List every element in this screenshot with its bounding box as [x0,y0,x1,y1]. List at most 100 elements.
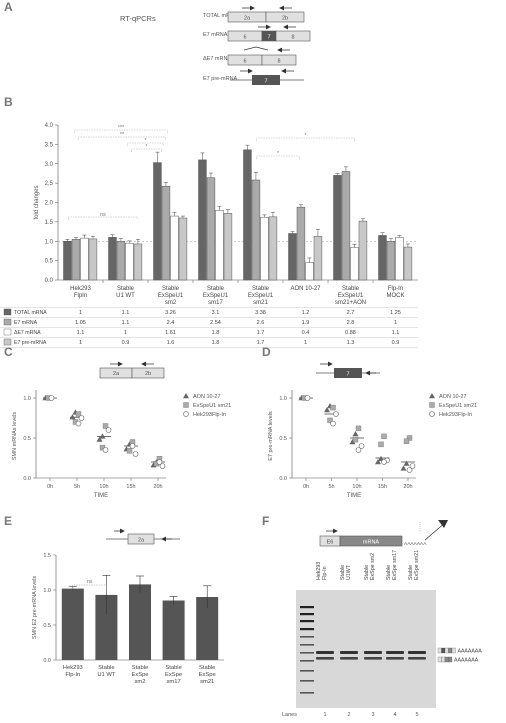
data-point [355,425,362,432]
significance-bracket [127,142,164,146]
table-cell: 1.7 [257,340,265,346]
bar [288,233,297,281]
y-tick-label: 1.5 [43,553,51,559]
data-point [406,435,413,441]
ladder-band [300,692,314,694]
table-cell: 1.8 [212,340,220,346]
bar [153,162,162,281]
exon-label: E6 [327,540,334,546]
data-point [102,423,109,429]
band-diagram-segment [437,647,442,654]
significance-label: * [145,144,148,150]
ladder-band [300,628,314,631]
data-point [304,395,311,401]
polya-tail: AAAAAAA [404,541,427,547]
bar [403,246,413,281]
category-label: ExSpe [165,672,182,678]
legend-marker [429,402,435,408]
table-cell: 0.9 [122,340,130,346]
lane-number: 2 [347,712,350,718]
bar [215,210,224,281]
data-point [105,427,112,433]
significance-label: ns [100,212,106,218]
x-tick-label: 15h [126,484,135,490]
data-point [129,443,136,449]
bar [161,185,171,281]
lane-header: ExSpe sm2 [370,553,376,580]
e7-mrna-exons: 6 7 8 [227,24,311,42]
ladder-band [300,606,314,609]
table-cell: 1.2 [302,310,310,316]
bar [88,238,98,281]
bar [296,206,306,281]
exon-label: 2a [113,371,120,377]
bar [378,235,387,281]
lower-band [364,657,382,660]
forward-primer-icon [320,361,333,367]
band-diagram-segment [444,647,449,654]
data-point [333,411,339,417]
category-label: Stable [342,286,360,292]
category-label: ExSpeU1 [158,293,184,299]
y-tick-label: 0.5 [45,259,54,265]
legend-marker [429,393,435,399]
bar [268,216,278,281]
data-point [99,433,106,439]
legend-marker [183,411,189,417]
lower-band [386,657,404,660]
panel-letter-b: B [4,95,13,109]
data-point [375,459,381,465]
category-label: sm2 [135,679,146,685]
lane-header: Stable [386,565,392,580]
bar [243,149,252,281]
gel-background [296,590,436,708]
band-diagram-segment [441,656,446,663]
category-label: sm17 [208,300,223,306]
legend-label: E7 mRNA [14,320,38,326]
category-label: Stable [117,286,135,292]
y-tick-label: 1.0 [45,239,54,245]
legend-swatch [3,318,12,326]
data-point [406,467,413,473]
data-point [330,420,336,427]
significance-bracket [74,129,168,133]
table-cell: 1.25 [390,310,401,316]
data-point [403,460,410,466]
table-cell: 2.7 [347,310,355,316]
table-cell: 0.4 [302,330,310,336]
table-cell: 1 [304,340,307,346]
table-cell: 3.26 [165,310,176,316]
ladder-band [300,670,314,672]
bar [223,213,233,281]
forward-primer-icon [242,5,255,11]
lane-header: Hek293 [316,562,322,580]
e7-pre-mrna-exons: 7 [230,68,304,85]
bar [395,237,404,281]
exon-6: 6 [243,59,246,65]
data-point [378,441,384,448]
x-tick-label: 10h [99,484,108,490]
data-point [159,463,166,469]
exon-label: 2a [138,538,145,544]
bar [71,239,81,281]
ladder-band [300,636,314,638]
bar [170,215,179,281]
category-label: sm2 [165,300,177,306]
x-axis-label: TIME [94,493,108,499]
y-tick-label: 0.5 [279,436,287,442]
category-label: Stable [252,286,270,292]
table-cell: 1.1 [77,330,85,336]
data-point [352,431,359,437]
rt-qpcr-title: RT-qPCRs [120,14,156,23]
band-diagram-segment [451,647,456,654]
x-tick-label: 5h [74,484,80,490]
legend-label: AON 10-27 [439,394,467,400]
y-tick-label: 2.0 [45,201,54,207]
panel-e-chart: 0.0 0.5 1.0 1.5 SMN E2 pre-mRNA levels Hek293… [32,528,224,685]
y-tick-label: 0.0 [23,476,31,482]
significance-bracket [78,136,166,140]
bar [108,237,117,281]
category-label: sm21 [253,300,268,306]
row-label-e7pre: E7 pre-mRNA [203,76,238,82]
category-label: sm21+AON [335,300,366,306]
